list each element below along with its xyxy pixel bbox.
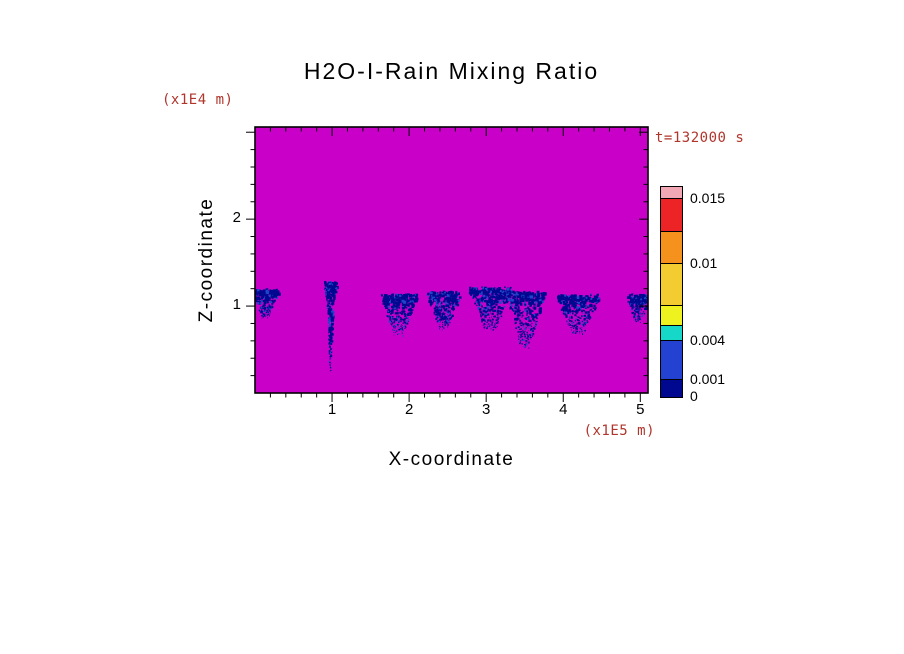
colorbar-tick-label: 0.001 xyxy=(690,371,726,387)
x-tick-label: 2 xyxy=(404,401,414,418)
colorbar-tick-label: 0 xyxy=(690,388,698,404)
x-tick-label: 1 xyxy=(327,401,337,418)
colorbar-segment xyxy=(661,264,682,306)
time-annotation: t=132000 s xyxy=(655,130,745,146)
colorbar-tick-label: 0.01 xyxy=(690,255,718,271)
colorbar-tick-label: 0.004 xyxy=(690,332,726,348)
colorbar-segment xyxy=(661,326,682,341)
z-tick-label: 1 xyxy=(232,296,241,314)
x-axis-unit-label: (x1E5 m) xyxy=(583,423,655,439)
x-tick-label: 4 xyxy=(559,401,568,418)
colorbar-segment xyxy=(661,199,682,232)
colorbar xyxy=(660,186,683,398)
colorbar-segment xyxy=(661,306,682,326)
colorbar-segment xyxy=(661,380,682,397)
colorbar-segment xyxy=(661,232,682,264)
z-tick-label: 2 xyxy=(232,209,241,227)
y-axis-unit-label: (x1E4 m) xyxy=(162,92,234,108)
x-tick-label: 3 xyxy=(482,401,491,418)
colorbar-segment xyxy=(661,187,682,199)
chart-title: H2O-I-Rain Mixing Ratio xyxy=(303,58,600,84)
x-tick-label: 5 xyxy=(636,401,645,418)
x-axis-title: X-coordinate xyxy=(388,449,515,470)
colorbar-segment xyxy=(661,341,682,380)
colorbar-tick-label: 0.015 xyxy=(690,190,726,206)
heatmap-plot xyxy=(246,126,649,402)
